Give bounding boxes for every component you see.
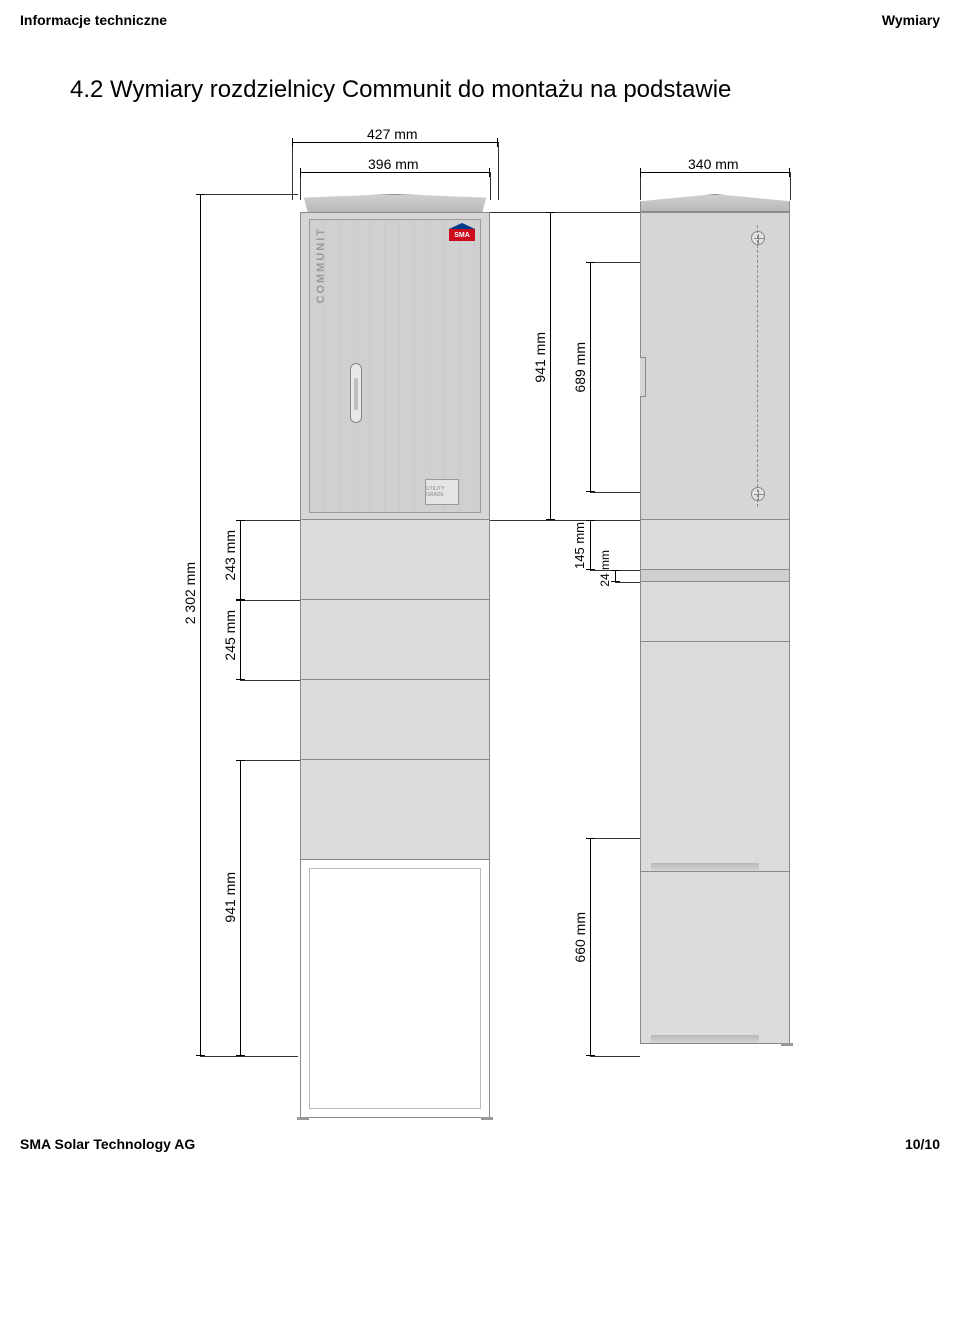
- ext-line: [490, 172, 491, 200]
- ext-line: [490, 520, 640, 521]
- ext-line: [292, 142, 293, 200]
- communit-label: COMMUNIT: [315, 227, 327, 304]
- dim-340: 340 mm: [688, 156, 739, 172]
- front-pedestal-segment: [300, 520, 490, 600]
- ext-line: [590, 1056, 640, 1057]
- side-view: [640, 194, 790, 1044]
- header-left: Informacje techniczne: [20, 12, 167, 28]
- front-door: [309, 219, 481, 513]
- front-roof: [300, 194, 490, 212]
- ext-line: [200, 1056, 298, 1057]
- ext-line: [240, 520, 300, 521]
- side-pedestal-segment: [640, 642, 790, 872]
- dim-line-660: [590, 838, 591, 1056]
- front-base: [300, 860, 490, 1118]
- side-base: [640, 872, 790, 1044]
- dim-245: 245 mm: [222, 610, 238, 661]
- mounting-bolt-icon: [751, 487, 765, 501]
- front-view: COMMUNIT SMA UTILITY GRADE: [300, 194, 490, 1118]
- door-handle-icon: [350, 363, 362, 423]
- side-pedestal-segment: [640, 520, 790, 570]
- page-content: 4.2 Wymiary rozdzielnicy Communit do mon…: [0, 36, 960, 1122]
- hinge-notch: [640, 357, 646, 397]
- ext-line: [240, 600, 300, 601]
- footer-page-number: 10/10: [905, 1136, 940, 1152]
- ext-line: [615, 582, 640, 583]
- ext-line: [490, 212, 640, 213]
- dim-243: 243 mm: [222, 530, 238, 581]
- section-title: 4.2 Wymiary rozdzielnicy Communit do mon…: [70, 76, 890, 104]
- rating-plate: UTILITY GRADE: [425, 479, 459, 505]
- dim-line-941-base: [240, 760, 241, 1056]
- dim-line-2302: [200, 194, 201, 1056]
- technical-drawing: 427 mm 396 mm 340 mm 2 302 mm 243 mm 245…: [70, 132, 890, 1082]
- mounting-bolt-icon: [751, 231, 765, 245]
- page-footer: SMA Solar Technology AG 10/10: [0, 1122, 960, 1166]
- dim-line-340: [640, 172, 790, 173]
- front-pedestal-segment: [300, 760, 490, 860]
- dim-689: 689 mm: [572, 342, 588, 393]
- dim-941-mid: 941 mm: [532, 332, 548, 383]
- ext-line: [200, 194, 298, 195]
- dim-line-24: [615, 570, 616, 582]
- ext-line: [240, 680, 300, 681]
- dim-line-427: [292, 142, 498, 143]
- dim-line-396: [300, 172, 490, 173]
- dim-396: 396 mm: [368, 156, 419, 172]
- footer-company: SMA Solar Technology AG: [20, 1136, 195, 1152]
- sma-logo-text: SMA: [449, 229, 475, 241]
- dim-427: 427 mm: [367, 126, 418, 142]
- front-pedestal-segment: [300, 600, 490, 680]
- dim-24: 24 mm: [598, 550, 612, 587]
- page-header: Informacje techniczne Wymiary: [0, 0, 960, 36]
- side-pedestal-segment: [640, 570, 790, 582]
- side-pedestal-segment: [640, 582, 790, 642]
- dim-line-245: [240, 600, 241, 680]
- header-right: Wymiary: [882, 12, 940, 28]
- dim-2302: 2 302 mm: [182, 562, 198, 624]
- dim-145: 145 mm: [572, 522, 587, 569]
- ext-line: [590, 492, 640, 493]
- dim-660: 660 mm: [572, 912, 588, 963]
- side-roof: [640, 194, 790, 212]
- dim-line-941-mid: [550, 212, 551, 520]
- front-upper-cabinet: COMMUNIT SMA UTILITY GRADE: [300, 212, 490, 520]
- front-pedestal-segment: [300, 680, 490, 760]
- dim-941-base: 941 mm: [222, 872, 238, 923]
- ext-line: [240, 760, 300, 761]
- ext-line: [498, 142, 499, 200]
- side-upper-cabinet: [640, 212, 790, 520]
- dim-line-145: [590, 520, 591, 570]
- dim-line-243: [240, 520, 241, 600]
- ext-line: [590, 838, 640, 839]
- ext-line: [590, 262, 640, 263]
- center-axis-line: [757, 225, 758, 507]
- ext-line: [790, 172, 791, 200]
- dim-line-689: [590, 262, 591, 492]
- sma-logo-icon: SMA: [449, 223, 475, 241]
